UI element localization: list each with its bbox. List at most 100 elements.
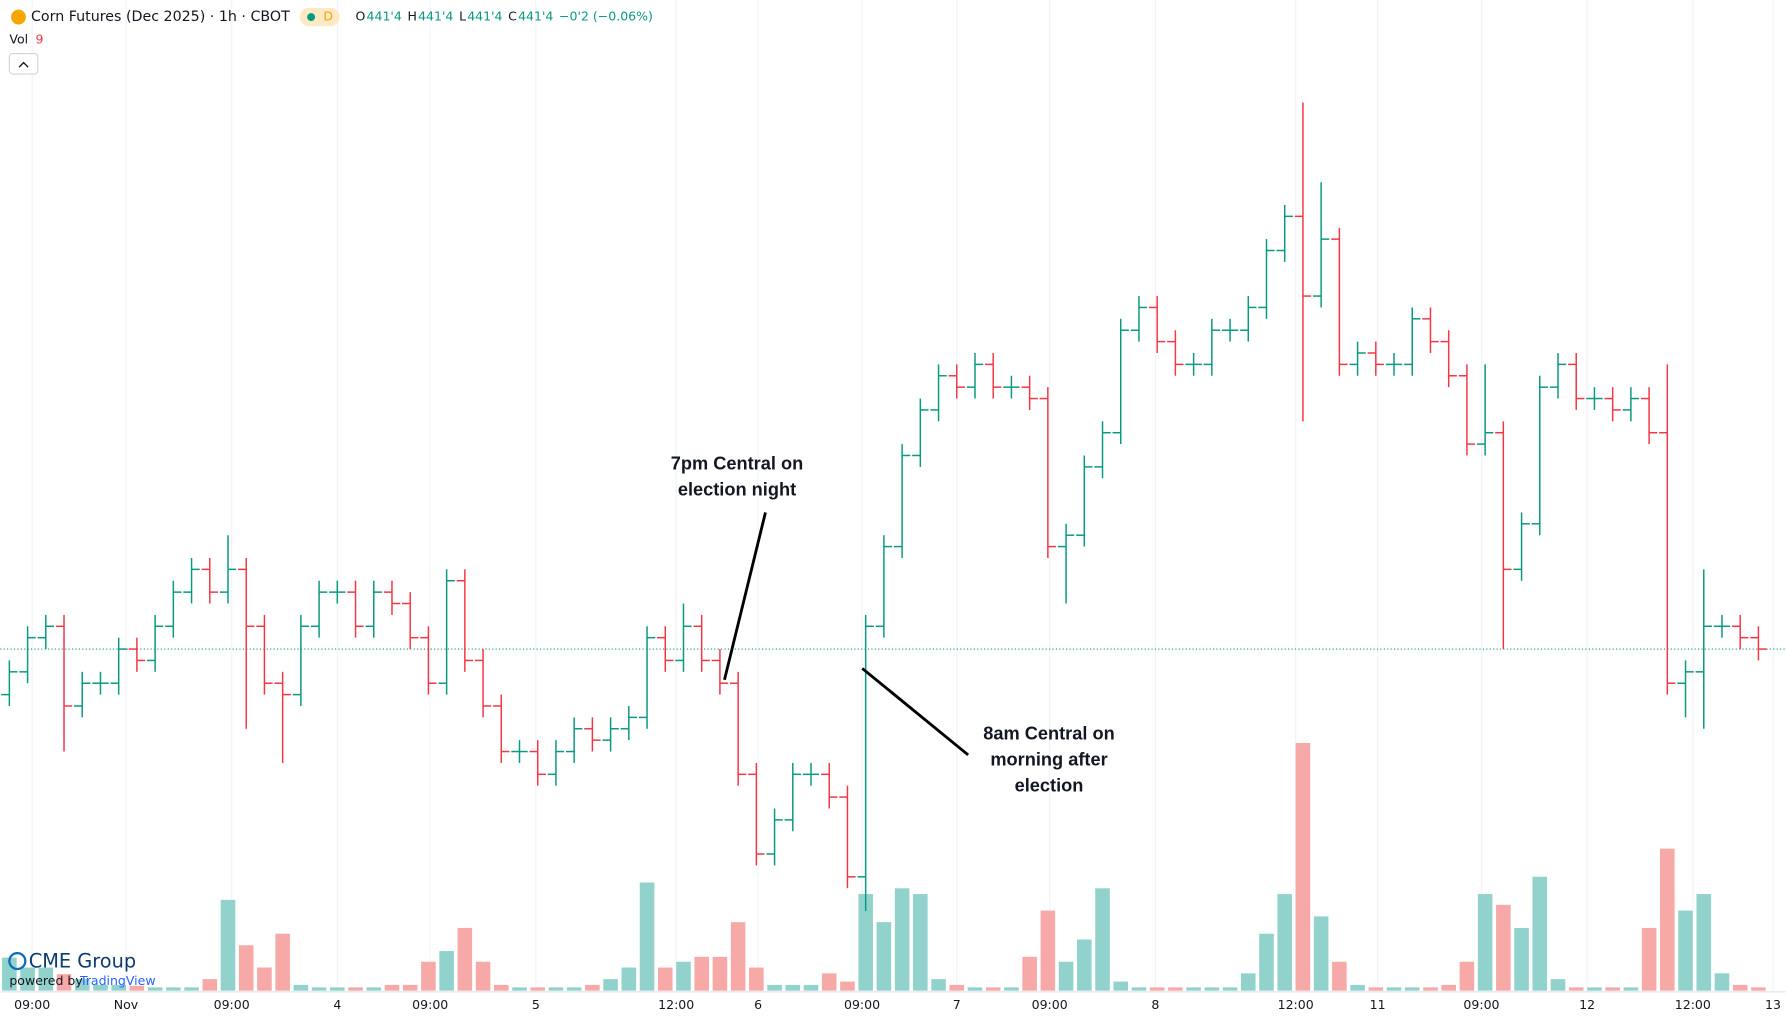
ohlc-bar (310, 580, 328, 638)
annotation-arrow (723, 512, 767, 681)
volume-bar (1623, 987, 1639, 991)
volume-bar (1277, 894, 1293, 991)
ohlc-bar (784, 762, 801, 832)
ohlc-bar (383, 580, 401, 615)
x-tick-label: 11 (1370, 997, 1386, 1012)
volume-bar (1313, 916, 1329, 991)
ohlc-bar (1586, 387, 1603, 410)
volume-bar (93, 984, 108, 991)
volume-bar (1568, 987, 1584, 991)
volume-bar (785, 984, 801, 991)
ohlc-bar (1203, 318, 1221, 376)
ohlc-bar (839, 785, 856, 889)
volume-bar (439, 951, 454, 991)
badge-bg[interactable] (299, 7, 340, 27)
ohlc-bar (1221, 318, 1239, 342)
ohlc-bar (875, 535, 893, 638)
x-tick-label: 09:00 (844, 997, 880, 1012)
ohlc-bar (930, 364, 947, 422)
ohlc-bar (1258, 239, 1275, 319)
ohlc-bar (474, 649, 492, 718)
ohlc-bar (729, 671, 747, 786)
collapse-button[interactable] (8, 52, 39, 75)
ohlc-bar (711, 649, 729, 695)
annotation: election (1015, 776, 1084, 796)
logo-globe (8, 951, 27, 971)
x-tick-label: 09:00 (1032, 997, 1068, 1012)
ohlc-bar (511, 740, 528, 763)
volume-bar (1751, 987, 1766, 991)
volume-bar (457, 927, 473, 991)
volume-bar (1240, 973, 1256, 991)
ohlc-bar (201, 557, 218, 604)
ohlc-bar (1568, 352, 1585, 410)
volume-bar (20, 967, 35, 991)
volume-bar (803, 984, 819, 991)
ohlc-bar (493, 694, 510, 763)
volume-bar (421, 961, 436, 991)
volume-bar (275, 933, 290, 991)
legend-change: −0'2 (−0.06%) (559, 9, 653, 24)
ohlc-bar (821, 762, 838, 809)
ohlc-bar (365, 580, 382, 638)
ohlc-bar (547, 740, 565, 786)
volume-bar (184, 987, 199, 991)
volume-bar (621, 967, 637, 991)
volume-bar (858, 894, 873, 991)
volume-bar (949, 984, 965, 991)
volume-bar (74, 979, 90, 991)
x-tick-label: 12 (1579, 997, 1595, 1012)
ohlc-bar (1404, 307, 1421, 376)
collapse-icon (18, 61, 29, 68)
volume-bar (475, 961, 491, 991)
legend-value: 441'4 (467, 9, 502, 24)
symbol-icon (11, 9, 26, 25)
volume-bar (1404, 987, 1420, 991)
legend-value: 441'4 (518, 9, 553, 24)
x-tick-label: 5 (532, 997, 540, 1012)
ohlc-bar (401, 592, 419, 650)
x-tick-label: 12:00 (658, 997, 694, 1012)
ohlc-bar (1731, 614, 1749, 650)
ohlc-bar (602, 717, 619, 752)
ohlc-bar (256, 614, 273, 695)
volume-bar (202, 979, 218, 991)
volume-bar (293, 984, 309, 991)
volume-bar (821, 973, 837, 991)
ohlc-bar (329, 580, 346, 604)
ohlc-bar (1495, 421, 1512, 650)
volume-bar (1040, 910, 1056, 991)
volume-bar (1332, 961, 1347, 991)
ohlc-bar (183, 557, 200, 604)
ohlc-bar (693, 614, 710, 672)
ohlc-bar (1185, 352, 1202, 376)
volume-bar (1149, 987, 1165, 991)
legend-value: 441'4 (418, 9, 453, 24)
volume-label: Vol (9, 31, 28, 46)
volume-bar (1368, 987, 1384, 991)
volume-bar (967, 987, 983, 991)
legend-key: C (508, 9, 517, 24)
x-tick-label: 12:00 (1278, 997, 1314, 1012)
volume-bar (1550, 979, 1566, 991)
x-tick-label: 12:00 (1675, 997, 1711, 1012)
volume-bar (931, 979, 946, 991)
ohlc-bar (584, 717, 601, 752)
volume-bar (767, 984, 782, 991)
ohlc-bar (1367, 341, 1385, 376)
ohlc-bar (1513, 512, 1530, 581)
volume-bar (1186, 987, 1201, 991)
ohlc-bar (529, 740, 546, 786)
volume-bar (1459, 961, 1475, 991)
volume-bar (1532, 876, 1548, 991)
volume-bar (712, 956, 728, 991)
volume-bar (166, 987, 181, 991)
ohlc-bar (1039, 387, 1057, 558)
ohlc-bar (1622, 387, 1640, 422)
volume-bar (566, 987, 582, 991)
legend-value: 441'4 (367, 9, 402, 24)
ohlc-bar (893, 444, 911, 558)
annotation: 8am Central on (983, 723, 1115, 743)
legend-key: O (356, 9, 366, 24)
ohlc-bar (985, 352, 1002, 399)
